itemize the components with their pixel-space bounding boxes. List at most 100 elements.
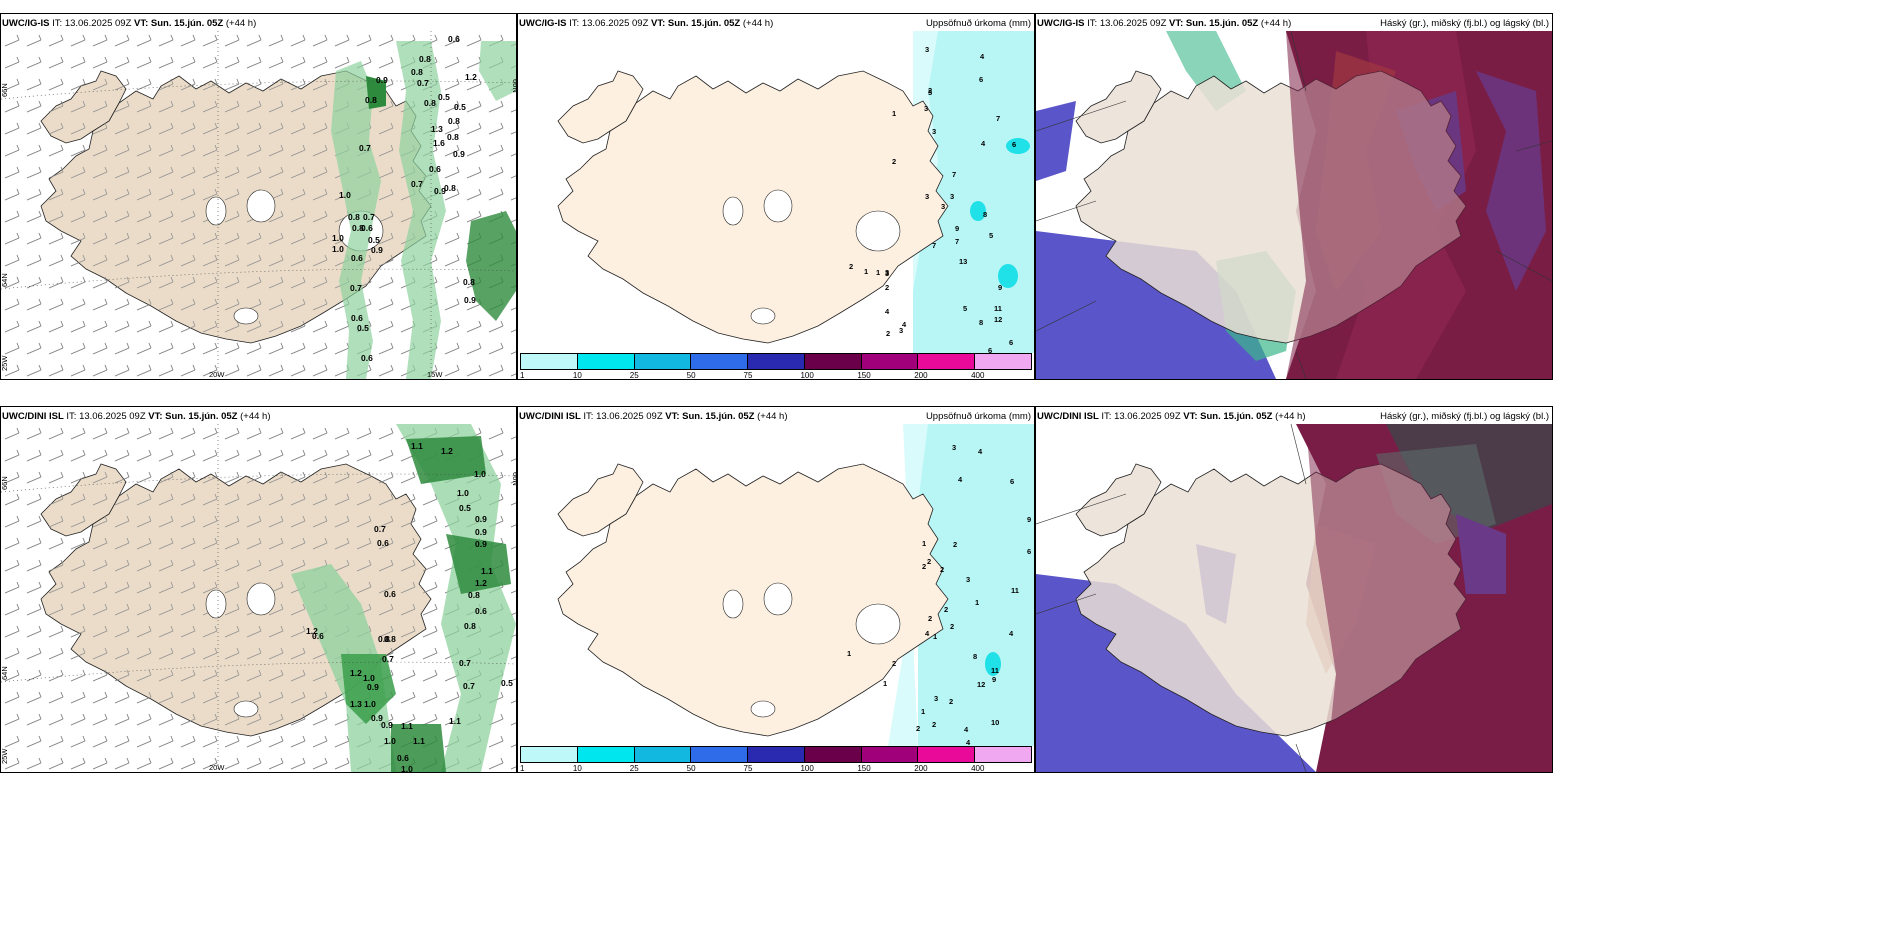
value-label: 1.0: [339, 190, 351, 200]
value-label: 0.8: [352, 223, 364, 233]
value-label: 4: [925, 629, 930, 638]
lon-label-20w: 20W: [209, 370, 225, 379]
value-label: 7: [952, 170, 956, 179]
value-label: 3: [925, 45, 929, 54]
panel-header: UWC/DINI ISL IT: 13.06.2025 09Z VT: Sun.…: [1037, 411, 1306, 422]
panel-header: UWC/IG-IS IT: 13.06.2025 09Z VT: Sun. 15…: [1037, 18, 1292, 29]
value-label: 2: [927, 557, 931, 566]
legend-swatch: [577, 747, 635, 762]
legend-swatch: [634, 747, 692, 762]
value-label: 5: [989, 231, 993, 240]
value-label: 0.7: [417, 78, 429, 88]
value-label: 0.6: [397, 753, 409, 763]
value-label: 0.6: [377, 538, 389, 548]
lat-label-66n: 66N: [1, 476, 9, 490]
value-label: 0.6: [312, 631, 324, 641]
lon-label-25w: 25W: [1, 748, 9, 764]
legend-swatch: [804, 747, 862, 762]
value-label: 9: [955, 224, 959, 233]
value-label: 0.7: [359, 143, 371, 153]
lon-label-25w: 25W: [1, 355, 9, 371]
panel-title: Uppsöfnuð úrkoma (mm): [925, 18, 1031, 29]
value-label: 2: [849, 262, 853, 271]
legend-swatch: [634, 354, 692, 369]
value-label: 1: [876, 268, 880, 277]
value-label: 12: [977, 680, 985, 689]
panel-header: UWC/IG-IS IT: 13.06.2025 09Z VT: Sun. 15…: [2, 18, 257, 29]
legend-swatch: [861, 354, 919, 369]
value-label: 1.0: [364, 699, 376, 709]
value-label: 4: [885, 307, 890, 316]
value-label: 3: [934, 694, 938, 703]
value-label: 0.6: [361, 223, 373, 233]
value-label: 0.7: [411, 179, 423, 189]
value-label: 3: [941, 202, 945, 211]
value-label: 9: [1027, 515, 1031, 524]
value-label: 0.6: [475, 606, 487, 616]
legend-tick-label: 75: [743, 764, 753, 773]
value-label: 0.5: [454, 102, 466, 112]
value-label: 4: [964, 725, 969, 734]
legend-swatch: [748, 354, 805, 369]
value-label: 2: [950, 622, 954, 631]
map-panel-ig-clouds: UWC/IG-IS IT: 13.06.2025 09Z VT: Sun. 15…: [1035, 13, 1553, 380]
value-label: 1.3: [431, 124, 443, 134]
value-label: 10: [991, 718, 999, 727]
value-label: 2: [928, 614, 932, 623]
value-label: 1.1: [411, 441, 423, 451]
map-panel-dini-precip: UWC/DINI ISL IT: 13.06.2025 09Z VT: Sun.…: [517, 406, 1035, 773]
value-label: 0.7: [463, 681, 475, 691]
value-label: 1.2: [465, 72, 477, 82]
legend-tick-label: 100: [800, 764, 814, 773]
lat-label-66n: 66N: [1, 83, 9, 97]
value-label: 1: [921, 707, 925, 716]
value-label: 0.8: [448, 116, 460, 126]
lat-label-66n-right: 66N: [511, 472, 516, 486]
value-label: 4: [978, 447, 983, 456]
value-label: 1.2: [475, 578, 487, 588]
value-label: 1.1: [401, 721, 413, 731]
legend-tick-label: 200: [914, 371, 928, 380]
legend-swatch: [691, 747, 749, 762]
legend-swatch: [577, 354, 635, 369]
value-label: 0.9: [371, 245, 383, 255]
wind-map: 66N 64N 25W 20W 15W 66N 0.80.61.20.80.70…: [1, 31, 516, 379]
legend-swatch: [521, 354, 578, 369]
value-label: 3: [952, 443, 956, 452]
panel-header: UWC/DINI ISL IT: 13.06.2025 09Z VT: Sun.…: [2, 411, 271, 422]
value-label: 0.5: [438, 92, 450, 102]
legend-swatch: [748, 747, 805, 762]
value-label: 0.6: [429, 164, 441, 174]
value-label: 0.8: [384, 634, 396, 644]
value-label: 0.8: [447, 132, 459, 142]
legend-tick-label: 75: [743, 371, 753, 380]
value-label: 8: [973, 652, 977, 661]
value-label: 0.6: [351, 253, 363, 263]
value-label: 1.2: [441, 446, 453, 456]
value-label: 3: [966, 575, 970, 584]
legend-swatch: [804, 354, 862, 369]
legend-tick-label: 50: [686, 764, 696, 773]
value-label: 0.8: [468, 590, 480, 600]
value-label: 4: [966, 738, 971, 746]
value-label: 6: [1027, 547, 1031, 556]
value-label: 0.8: [411, 67, 423, 77]
value-label: 0.9: [475, 539, 487, 549]
value-label: 3: [932, 127, 936, 136]
value-label: 0.5: [357, 323, 369, 333]
value-label: 1.0: [332, 233, 344, 243]
value-label: 6: [1009, 338, 1013, 347]
value-label: 0.9: [475, 527, 487, 537]
legend-tick-label: 10: [572, 764, 582, 773]
legend-swatch: [975, 354, 1032, 369]
value-label: 4: [958, 475, 963, 484]
value-label: 0.5: [368, 235, 380, 245]
precip-map: 3446921226311212421281191241213122102446: [557, 424, 1034, 746]
precip-legend: 1 10 25 50 75 100 150 200 400: [518, 746, 1034, 772]
value-label: 7: [955, 237, 959, 246]
value-label: 0.8: [424, 98, 436, 108]
value-label: 11: [991, 666, 999, 675]
value-label: 1: [864, 267, 868, 276]
value-label: 0.5: [459, 503, 471, 513]
